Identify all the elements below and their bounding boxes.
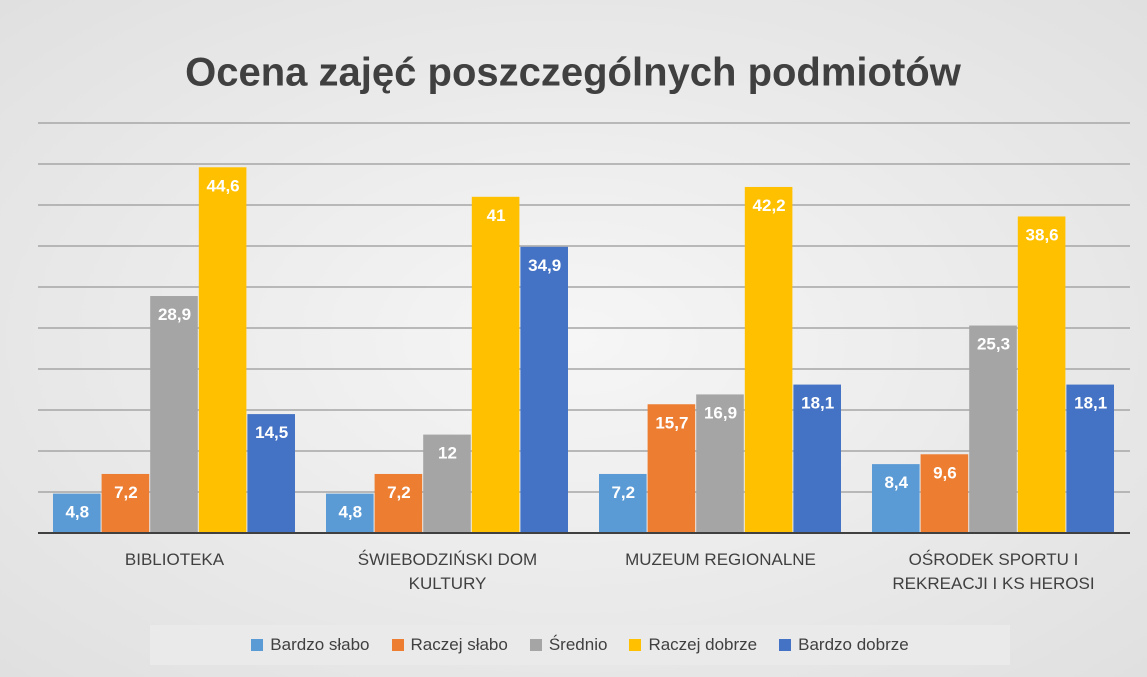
- bar: [374, 473, 423, 533]
- legend-swatch: [251, 639, 264, 651]
- value-label: 41: [487, 206, 506, 225]
- value-label: 8,4: [884, 473, 908, 492]
- bar: [150, 296, 198, 533]
- value-label: 9,6: [933, 463, 957, 482]
- value-label: 28,9: [158, 305, 191, 324]
- bar: [969, 325, 1017, 533]
- x-tick-label: OŚRODEK SPORTU I REKREACJI I KS HEROSI: [892, 550, 1095, 593]
- bar: [920, 454, 969, 533]
- legend-item: Bardzo dobrze: [779, 635, 909, 655]
- legend-swatch: [779, 639, 792, 651]
- legend-label: Raczej dobrze: [648, 635, 758, 654]
- x-tick-label: BIBLIOTEKA: [124, 550, 225, 569]
- value-label: 7,2: [387, 483, 411, 502]
- bar: [599, 473, 647, 533]
- value-label: 44,6: [207, 176, 240, 195]
- value-label: 18,1: [1074, 394, 1107, 413]
- bar: [247, 414, 295, 533]
- legend: Bardzo słabo Raczej słabo Średnio Raczej do…: [150, 625, 1010, 665]
- legend-item: Raczej słabo: [391, 635, 508, 655]
- value-label: 34,9: [528, 256, 561, 275]
- legend-item: Raczej dobrze: [629, 635, 757, 655]
- bar: [423, 434, 471, 533]
- value-label: 12: [438, 444, 457, 463]
- legend-swatch: [391, 639, 404, 651]
- bar: [696, 394, 744, 533]
- bar: [53, 493, 101, 533]
- legend-label: Raczej słabo: [410, 635, 508, 654]
- bar: [520, 246, 568, 533]
- legend-swatch: [529, 639, 542, 651]
- legend-item: Bardzo słabo: [251, 635, 370, 655]
- value-label: 18,1: [801, 394, 834, 413]
- legend-item: Średnio: [529, 635, 608, 655]
- value-label: 4,8: [65, 503, 89, 522]
- legend-label: Średnio: [548, 635, 608, 654]
- bar: [793, 384, 841, 533]
- value-label: 15,7: [655, 413, 688, 432]
- value-label: 25,3: [977, 335, 1010, 354]
- legend-label: Bardzo słabo: [270, 635, 370, 654]
- bar: [326, 493, 374, 533]
- bar: [101, 473, 150, 533]
- value-label: 7,2: [611, 483, 635, 502]
- value-label: 14,5: [255, 423, 288, 442]
- legend-swatch: [629, 639, 642, 651]
- value-label: 38,6: [1026, 225, 1059, 244]
- chart-title: Ocena zajęć poszczególnych podmiotów: [185, 51, 962, 95]
- bar: [647, 404, 696, 533]
- legend-label: Bardzo dobrze: [798, 635, 909, 654]
- bar: [1017, 216, 1066, 534]
- value-label: 42,2: [753, 196, 786, 215]
- x-tick-label: MUZEUM REGIONALNE: [625, 550, 816, 569]
- bar: [471, 196, 520, 534]
- bar: [1066, 384, 1114, 533]
- x-tick-label: ŚWIEBODZIŃSKI DOM KULTURY: [357, 550, 538, 593]
- bar: [872, 464, 920, 533]
- bar: [744, 186, 793, 533]
- value-label: 4,8: [338, 503, 362, 522]
- value-label: 7,2: [114, 483, 138, 502]
- bar: [198, 167, 247, 533]
- value-label: 16,9: [704, 403, 737, 422]
